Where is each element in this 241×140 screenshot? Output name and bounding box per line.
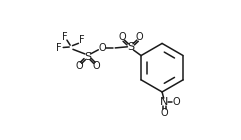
Text: O: O: [93, 61, 100, 71]
Text: N: N: [160, 97, 169, 107]
Text: F: F: [62, 32, 67, 42]
Text: O: O: [161, 108, 168, 117]
Text: F: F: [79, 35, 85, 45]
Text: O: O: [136, 32, 143, 42]
Text: S: S: [127, 42, 134, 52]
Text: O: O: [172, 97, 180, 107]
Text: F: F: [56, 43, 62, 53]
Text: O: O: [98, 43, 106, 53]
Text: O: O: [75, 61, 83, 71]
Text: S: S: [84, 52, 91, 62]
Text: O: O: [118, 32, 126, 42]
